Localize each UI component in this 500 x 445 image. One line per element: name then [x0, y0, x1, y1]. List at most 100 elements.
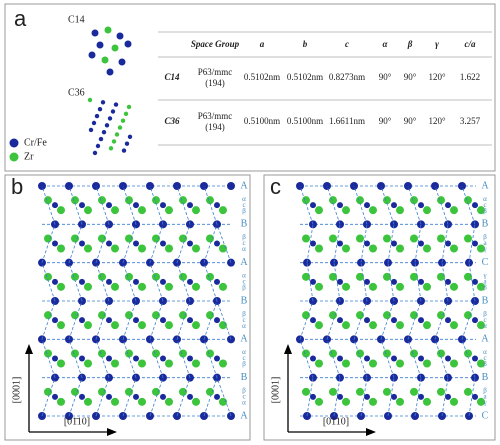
atom: [391, 240, 397, 247]
atom: [337, 393, 343, 400]
atom: [106, 355, 112, 362]
bond: [176, 300, 191, 340]
bond: [216, 377, 232, 417]
atom: [450, 244, 458, 253]
atom: [410, 387, 418, 396]
atom: [125, 234, 133, 243]
atom: [106, 278, 112, 285]
atom: [369, 282, 377, 291]
bond: [68, 377, 83, 417]
atom: [110, 109, 116, 114]
atom: [125, 387, 133, 396]
atom: [396, 244, 404, 253]
stacking-sublabel: α: [483, 322, 487, 330]
stacking-label: B: [241, 219, 248, 230]
atom: [356, 272, 364, 281]
panel-label: c: [270, 174, 281, 199]
bond: [203, 377, 218, 417]
atom: [302, 234, 310, 243]
atom: [310, 317, 316, 324]
bond: [414, 377, 422, 417]
atom: [445, 393, 451, 400]
bond: [468, 262, 476, 302]
atom: [111, 244, 119, 253]
atom: [124, 141, 130, 146]
atom: [445, 278, 451, 285]
stacking-sublabel: α: [242, 348, 246, 356]
bond: [326, 339, 341, 378]
atom: [342, 321, 350, 330]
atom: [84, 206, 92, 215]
atom: [472, 240, 478, 247]
table-cell: 120°: [428, 116, 446, 126]
atom: [133, 355, 139, 362]
atom: [52, 202, 58, 209]
atom: [315, 282, 323, 291]
stacking-sublabel: α: [242, 245, 246, 253]
atom: [84, 397, 92, 406]
panel-c-frame: [263, 174, 496, 441]
atom: [477, 244, 485, 253]
atom: [165, 206, 173, 215]
bond: [353, 300, 368, 340]
atom: [87, 97, 93, 103]
bond: [434, 339, 449, 378]
atom: [52, 278, 58, 285]
atom: [100, 100, 106, 105]
atom: [192, 206, 200, 215]
atom: [369, 206, 377, 215]
stacking-sublabel: γ: [482, 245, 486, 253]
atom: [214, 202, 220, 209]
stacking-label: A: [240, 334, 248, 345]
bond: [414, 262, 422, 302]
atom: [160, 317, 166, 324]
stacking-label: B: [241, 295, 248, 306]
atom: [450, 397, 458, 406]
atom: [179, 387, 187, 396]
atom: [187, 393, 193, 400]
atom: [192, 321, 200, 330]
bond: [216, 300, 232, 340]
space-group: P63/mmc: [198, 67, 233, 77]
atom: [52, 317, 58, 324]
panel-label: a: [14, 6, 27, 31]
atom: [111, 139, 117, 144]
legend-label: Cr/Fe: [24, 137, 47, 148]
atom: [329, 272, 337, 281]
bond: [353, 185, 368, 225]
atom: [152, 311, 160, 320]
atom: [315, 244, 323, 253]
stacking-sublabel: c: [483, 201, 486, 209]
bond: [306, 377, 314, 417]
space-group: P63/mmc: [198, 111, 233, 121]
atom: [396, 321, 404, 330]
atom: [423, 397, 431, 406]
atom: [138, 282, 146, 291]
atom: [445, 317, 451, 324]
atom: [133, 317, 139, 324]
atom: [98, 234, 106, 243]
stacking-sublabel: c: [483, 316, 486, 324]
atom: [98, 136, 104, 142]
atom: [450, 359, 458, 368]
stacking-sublabel: γ: [482, 398, 486, 406]
atom: [79, 202, 85, 209]
atom: [396, 397, 404, 406]
atom: [9, 152, 19, 162]
stacking-sublabel: β: [483, 207, 487, 215]
atom: [472, 355, 478, 362]
atom: [57, 206, 65, 215]
atom: [342, 397, 350, 406]
atom: [423, 359, 431, 368]
stacking-label: A: [240, 180, 248, 191]
atom: [160, 240, 166, 247]
atom: [364, 278, 370, 285]
atom: [383, 234, 391, 243]
stacking-sublabel: β: [483, 233, 487, 241]
atom: [71, 234, 79, 243]
stacking-sublabel: α: [483, 195, 487, 203]
atom: [113, 102, 119, 107]
atom: [111, 397, 119, 406]
atom: [97, 107, 103, 112]
atom: [472, 317, 478, 324]
